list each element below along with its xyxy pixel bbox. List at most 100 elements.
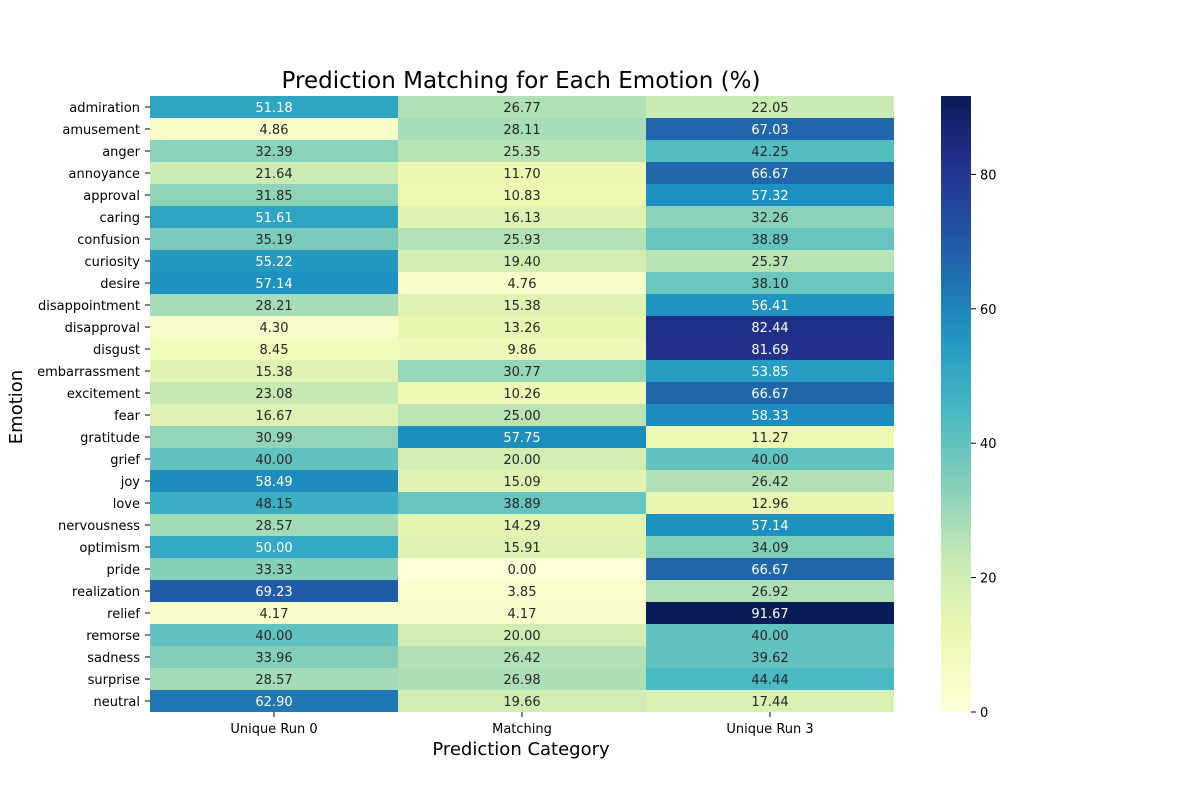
y-tick-label: disapproval [65, 321, 140, 336]
heatmap-cell [150, 426, 398, 448]
cell-value-label: 40.00 [751, 629, 788, 644]
heatmap-cell [150, 272, 398, 294]
heatmap-cell [150, 624, 398, 646]
cell-value-label: 57.14 [255, 277, 292, 292]
cell-value-label: 26.42 [751, 475, 788, 490]
cell-value-label: 4.17 [260, 607, 289, 622]
cell-value-label: 28.21 [255, 299, 292, 314]
heatmap-cell [398, 514, 646, 536]
heatmap-cell [150, 470, 398, 492]
colorbar-tick-label: 0 [980, 706, 988, 721]
heatmap-cell [646, 184, 894, 206]
cell-value-label: 34.09 [751, 541, 788, 556]
heatmap-cell [398, 96, 646, 118]
heatmap-cell [398, 316, 646, 338]
cell-value-label: 30.99 [255, 431, 292, 446]
cell-value-label: 30.77 [503, 365, 540, 380]
cell-value-label: 14.29 [503, 519, 540, 534]
heatmap-cell [150, 690, 398, 712]
cell-value-label: 66.67 [751, 563, 788, 578]
heatmap-cell [646, 118, 894, 140]
heatmap-cell [398, 272, 646, 294]
heatmap-cell [646, 602, 894, 624]
y-tick-label: gratitude [80, 431, 140, 446]
colorbar-tick-label: 40 [980, 437, 997, 452]
y-tick-label: joy [120, 475, 141, 490]
cell-value-label: 66.67 [751, 167, 788, 182]
heatmap-cell [398, 492, 646, 514]
y-tick-label: optimism [79, 541, 140, 556]
y-tick-label: grief [110, 453, 140, 468]
heatmap-cell [646, 404, 894, 426]
heatmap-cell [646, 250, 894, 272]
cell-value-label: 50.00 [255, 541, 292, 556]
cell-value-label: 11.70 [503, 167, 540, 182]
y-tick-label: nervousness [58, 519, 140, 534]
y-tick-label: curiosity [85, 255, 141, 270]
cell-value-label: 82.44 [751, 321, 788, 336]
heatmap-cell [398, 536, 646, 558]
heatmap-cell [150, 514, 398, 536]
heatmap-cell [646, 514, 894, 536]
cell-value-label: 62.90 [255, 695, 292, 710]
cell-value-label: 11.27 [751, 431, 788, 446]
cell-value-label: 25.37 [751, 255, 788, 270]
heatmap-cell [646, 448, 894, 470]
cell-value-label: 57.75 [503, 431, 540, 446]
heatmap-cell [150, 382, 398, 404]
heatmap-cell [150, 162, 398, 184]
heatmap-cell [646, 426, 894, 448]
heatmap-cell [398, 448, 646, 470]
heatmap-cell [646, 470, 894, 492]
x-tick-label: Unique Run 0 [230, 722, 317, 737]
heatmap-cell [150, 228, 398, 250]
heatmap-cell [646, 206, 894, 228]
chart-title: Prediction Matching for Each Emotion (%) [282, 68, 761, 94]
heatmap-cells: 51.18 26.77 22.05 4.86 28.11 67.03 32.39 25.35 4… [150, 96, 894, 712]
colorbar-tick-label: 20 [980, 572, 997, 587]
heatmap-cell [646, 646, 894, 668]
heatmap-cell [150, 206, 398, 228]
heatmap-cell [398, 162, 646, 184]
cell-value-label: 21.64 [255, 167, 292, 182]
cell-value-label: 19.40 [503, 255, 540, 270]
heatmap-cell [150, 96, 398, 118]
heatmap-cell [646, 162, 894, 184]
cell-value-label: 26.77 [503, 101, 540, 116]
heatmap-cell [646, 558, 894, 580]
cell-value-label: 25.93 [503, 233, 540, 248]
heatmap-cell [398, 624, 646, 646]
cell-value-label: 53.85 [751, 365, 788, 380]
cell-value-label: 20.00 [503, 453, 540, 468]
cell-value-label: 39.62 [751, 651, 788, 666]
cell-value-label: 40.00 [255, 453, 292, 468]
heatmap-cell [398, 602, 646, 624]
heatmap-cell [398, 558, 646, 580]
cell-value-label: 22.05 [751, 101, 788, 116]
heatmap-cell [150, 140, 398, 162]
x-tick-labels: Unique Run 0 Matching Unique Run 3 [230, 712, 814, 737]
heatmap-cell [150, 646, 398, 668]
heatmap-cell [646, 338, 894, 360]
cell-value-label: 26.92 [751, 585, 788, 600]
cell-value-label: 66.67 [751, 387, 788, 402]
cell-value-label: 8.45 [260, 343, 289, 358]
cell-value-label: 33.96 [255, 651, 292, 666]
heatmap-cell [398, 426, 646, 448]
heatmap-cell [398, 228, 646, 250]
y-tick-label: anger [102, 145, 140, 160]
colorbar-tick-label: 80 [980, 168, 997, 183]
heatmap-cell [398, 382, 646, 404]
cell-value-label: 58.49 [255, 475, 292, 490]
cell-value-label: 67.03 [751, 123, 788, 138]
cell-value-label: 31.85 [255, 189, 292, 204]
heatmap-cell [398, 206, 646, 228]
cell-value-label: 91.67 [751, 607, 788, 622]
heatmap-cell [398, 470, 646, 492]
cell-value-label: 13.26 [503, 321, 540, 336]
cell-value-label: 28.57 [255, 673, 292, 688]
y-tick-label: disgust [93, 343, 140, 358]
cell-value-label: 17.44 [751, 695, 788, 710]
x-axis-label: Prediction Category [432, 739, 610, 760]
